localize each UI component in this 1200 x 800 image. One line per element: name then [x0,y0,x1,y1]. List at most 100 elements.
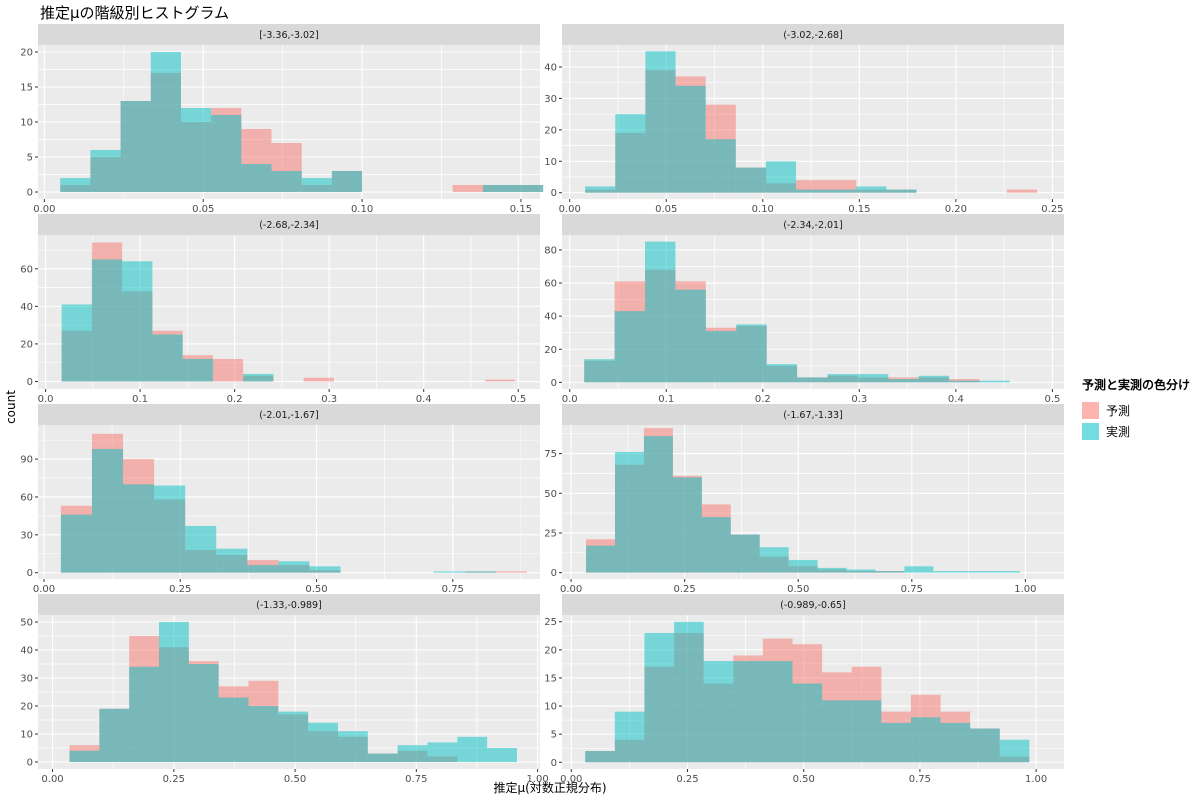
legend-item-actual: 実測 [1082,421,1190,442]
y-tick-label: 50 [20,618,33,629]
bar-actual [701,517,731,573]
x-tick-label: 0.1 [132,394,148,405]
y-tick-label: 0 [551,378,557,389]
facet-label: (-3.02,-2.68] [783,30,843,41]
x-tick-label: 0.00 [33,204,55,215]
bar-predicted [495,571,527,573]
facet-strip [38,594,540,615]
bar-actual [788,559,818,573]
bar-actual [875,571,905,573]
x-tick-label: 0.0 [38,394,54,405]
x-tick-label: 0.25 [674,584,696,595]
x-tick-label: 0.00 [559,204,581,215]
bar-predicted [212,358,244,382]
bar-actual [99,708,130,762]
y-tick-label: 5 [27,153,33,164]
y-tick-label: 40 [544,63,557,74]
legend-label-actual: 実測 [1106,425,1131,439]
bar-actual [309,566,341,573]
bar-actual [122,261,153,382]
bar-actual [705,331,737,383]
facet-label: (-1.67,-1.33] [783,410,843,421]
bar-actual [123,484,155,573]
bar-actual [308,722,338,762]
x-tick-label: 0.50 [284,774,306,785]
y-tick-label: 20 [544,345,557,356]
bar-predicted [1006,189,1037,193]
bar-actual [90,150,121,192]
facet-label: [-3.36,-3.02] [259,30,319,41]
bar-actual [615,114,646,193]
y-tick-label: 0 [551,188,557,199]
y-tick-label: 0 [551,758,557,769]
legend-swatch-predicted [1082,402,1099,419]
y-tick-label: 20 [20,48,33,59]
x-tick-label: 0.10 [752,204,774,215]
bar-actual [367,753,398,762]
chart-title: 推定μの階級別ヒストグラム [40,4,230,22]
facet-label: (-2.34,-2.01] [783,220,843,231]
y-tick-label: 30 [20,530,33,541]
facet-strip [562,214,1064,235]
x-tick-label: 1.00 [1025,774,1047,785]
y-tick-label: 10 [20,118,33,129]
bar-actual [427,742,458,762]
bar-actual [243,373,274,382]
bar-actual [918,375,950,383]
bar-actual [185,525,217,573]
bar-actual [735,167,766,193]
bar-actual [674,621,704,763]
x-tick-label: 0.5 [510,394,526,405]
y-tick-label: 50 [544,489,557,500]
y-tick-label: 90 [20,455,33,466]
bar-actual [584,359,615,383]
bar-actual [457,736,488,762]
bar-actual [271,171,302,192]
bar-actual [585,186,616,193]
x-tick-label: 0.25 [676,774,698,785]
bar-actual [586,545,616,573]
y-tick-label: 40 [20,646,33,657]
bar-actual [218,697,249,762]
bar-actual [331,171,363,192]
x-tick-label: 0.50 [787,584,809,595]
y-tick-label: 20 [20,702,33,713]
bar-actual [91,448,124,573]
x-tick-label: 0.4 [416,394,432,405]
x-tick-label: 0.3 [321,394,337,405]
facet-strip [562,404,1064,425]
x-tick-label: 0.00 [33,584,55,595]
x-tick-label: 0.4 [948,394,964,405]
bar-actual [797,377,828,383]
bar-actual [672,477,702,573]
y-tick-label: 30 [20,674,33,685]
bar-actual [933,571,963,573]
facet-label: (-2.68,-2.34] [259,220,319,231]
legend-swatch-actual [1082,423,1099,440]
bar-actual [643,436,673,573]
y-tick-label: 75 [544,449,557,460]
bar-actual [397,745,428,762]
x-tick-label: 0.75 [405,774,427,785]
bar-actual [851,700,882,763]
y-tick-label: 15 [544,673,557,684]
x-tick-label: 0.10 [351,204,373,215]
bar-actual [792,683,823,763]
bar-actual [949,380,980,383]
bar-actual [211,115,242,192]
y-tick-label: 40 [544,312,557,323]
facet-label: (-0.989,-0.65] [780,600,846,611]
legend-label-predicted: 予測 [1106,404,1131,418]
bar-actual [910,717,941,763]
bar-actual [60,514,92,573]
bar-actual [188,664,219,762]
bar-actual [512,185,544,192]
x-tick-label: 0.5 [1044,394,1060,405]
x-tick-label: 1.00 [526,774,548,785]
x-tick-label: 0.1 [658,394,674,405]
y-tick-label: 0 [27,377,33,388]
x-tick-label: 0.75 [442,584,464,595]
y-tick-label: 60 [544,279,557,290]
bar-actual [129,666,160,762]
x-tick-label: 0.00 [560,774,582,785]
